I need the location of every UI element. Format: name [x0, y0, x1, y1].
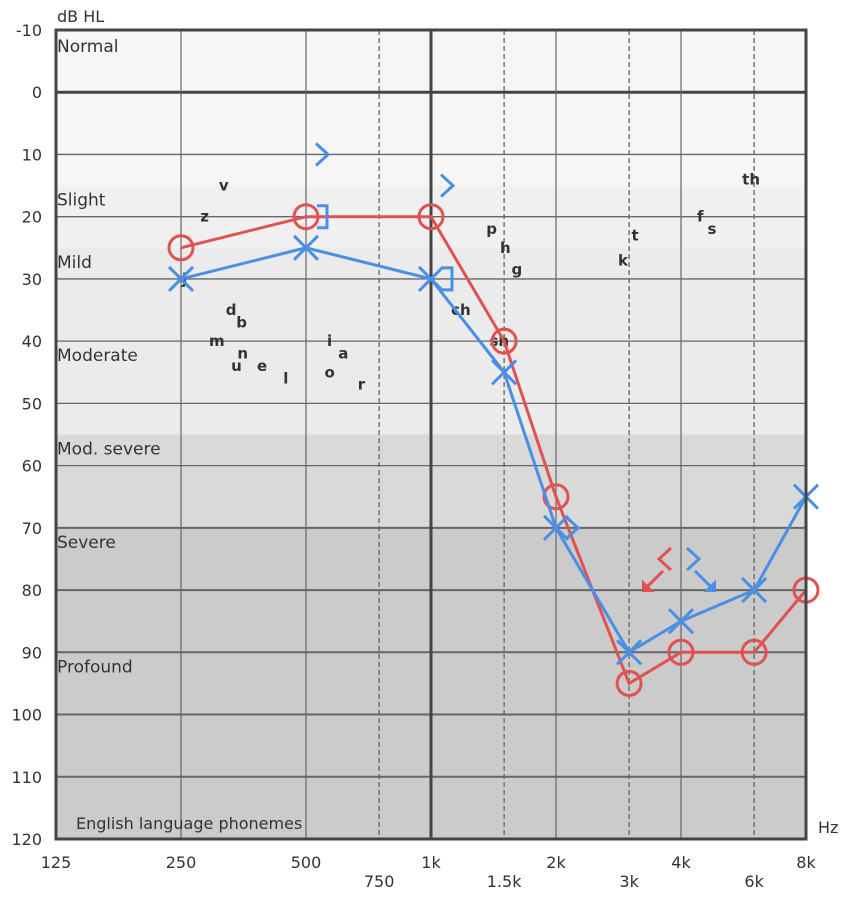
x-tick-label: 750: [364, 872, 395, 891]
band-label: Moderate: [57, 346, 138, 366]
bone-left-point: [685, 546, 702, 572]
y-axis-label: dB HL: [57, 7, 104, 26]
phoneme-h: h: [500, 239, 511, 257]
band-label: Mild: [57, 253, 92, 273]
left-ear-air-point: [167, 265, 195, 292]
band-label: Profound: [57, 657, 133, 677]
left-ear-air-point: [292, 234, 320, 261]
x-tick-label: 8k: [796, 853, 816, 872]
right-ear-air-point: [667, 638, 695, 666]
phoneme-g: g: [512, 261, 523, 279]
right-ear-air-point: [740, 638, 768, 666]
right-ear-air-point: [167, 234, 195, 262]
bone-left-point: [439, 173, 456, 198]
phoneme-b: b: [236, 313, 247, 331]
bone-left-point: [317, 204, 329, 230]
right-ear-air-point: [542, 483, 570, 511]
phoneme-n: n: [237, 345, 248, 363]
x-tick-label: 2k: [546, 853, 566, 872]
phoneme-z: z: [200, 208, 209, 226]
phoneme-e: e: [257, 357, 267, 375]
series: [167, 142, 820, 697]
x-tick-label: 4k: [671, 853, 691, 872]
phoneme-f: f: [697, 208, 704, 226]
phoneme-v: v: [219, 177, 229, 195]
phoneme-ch: ch: [451, 301, 471, 319]
y-tick-label: 50: [22, 394, 42, 413]
phoneme-t: t: [631, 226, 638, 244]
phoneme-a: a: [338, 345, 348, 363]
x-tick-label: 250: [166, 853, 197, 872]
no-response-arrowhead: [703, 579, 716, 592]
phoneme-k: k: [618, 251, 629, 269]
left-ear-air-point: [616, 639, 643, 666]
plot-border: [54, 28, 808, 841]
phoneme-s: s: [708, 220, 717, 238]
x-tick-label: 1k: [421, 853, 441, 872]
x-tick-label: 3k: [619, 872, 639, 891]
phoneme-p: p: [486, 220, 497, 238]
left-ear-air-point: [491, 359, 518, 386]
bone-left-point: [314, 142, 331, 167]
y-tick-label: 120: [11, 830, 42, 849]
x-tick-label: 125: [41, 853, 72, 872]
y-tick-label: 80: [22, 581, 42, 600]
bone-right-point: [656, 546, 673, 572]
y-tick-label: 100: [11, 706, 42, 725]
phoneme-caption: English language phonemes: [76, 814, 302, 833]
y-tick-label: 0: [32, 83, 42, 102]
phoneme-o: o: [324, 363, 334, 381]
bone-left-point: [442, 266, 454, 292]
y-tick-label: 40: [22, 332, 42, 351]
x-tick-label: 500: [291, 853, 322, 872]
left-ear-air-point: [542, 514, 570, 541]
left-ear-air-point: [741, 577, 768, 604]
y-tick-label: 30: [22, 270, 42, 289]
phoneme-l: l: [283, 369, 288, 387]
band-label: Slight: [57, 191, 106, 211]
band-label: Mod. severe: [57, 440, 161, 460]
band-label: Severe: [57, 533, 116, 553]
right-ear-air-point: [417, 203, 445, 231]
right-ear-air-point: [292, 203, 320, 231]
phoneme-i: i: [327, 332, 332, 350]
phoneme-u: u: [231, 357, 242, 375]
phoneme-m: m: [209, 332, 225, 350]
y-tick-label: -10: [16, 21, 42, 40]
phoneme-r: r: [358, 376, 366, 394]
x-tick-label: 1.5k: [487, 872, 522, 891]
phoneme-d: d: [226, 301, 237, 319]
axes: -10 0 10 20 30 40 50 60 70 80 90 100 110 120 125 250 500…: [11, 21, 816, 891]
x-tick-label: 6k: [744, 872, 764, 891]
y-tick-label: 90: [22, 643, 42, 662]
left-ear-air-point: [667, 608, 695, 635]
y-tick-label: 60: [22, 457, 42, 476]
right-ear-air-point: [490, 327, 518, 355]
y-tick-label: 70: [22, 519, 42, 538]
left-ear-air-point: [417, 265, 445, 292]
band-label: Normal: [57, 37, 119, 57]
right-ear-line: [180, 215, 808, 686]
y-tick-label: 20: [22, 208, 42, 227]
y-tick-label: 110: [11, 768, 42, 787]
right-ear-air-point: [615, 669, 643, 697]
no-response-arrowhead: [642, 579, 655, 592]
x-axis-label: Hz: [818, 818, 838, 837]
y-tick-label: 10: [22, 145, 42, 164]
phoneme-th: th: [742, 170, 760, 188]
bone-left-point: [564, 515, 581, 540]
